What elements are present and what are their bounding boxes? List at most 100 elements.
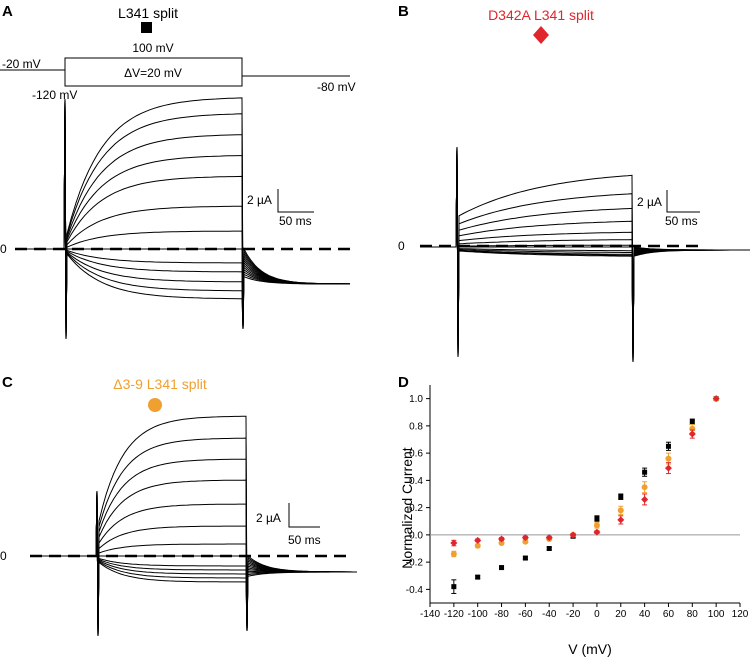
data-point-square: [689, 419, 695, 425]
data-point-circle: [617, 507, 624, 514]
y-tick-label: 0.2: [409, 503, 423, 514]
diamond-marker-icon: [533, 26, 549, 44]
scale-current-a: 2 µA: [247, 193, 272, 207]
panel-letter-c: C: [2, 374, 13, 391]
protocol-hold-label: -20 mV: [2, 57, 41, 71]
x-tick-label: 40: [639, 609, 651, 620]
panel-a-title: L341 split: [118, 5, 178, 21]
circle-marker-icon: [148, 398, 162, 412]
y-tick-label: 1.0: [409, 394, 423, 405]
square-marker-icon: [141, 22, 152, 33]
data-point-square: [499, 565, 505, 571]
data-point-circle: [498, 540, 505, 547]
panel-letter-b: B: [398, 3, 409, 20]
protocol-top-label: 100 mV: [132, 41, 173, 55]
data-point-circle: [665, 455, 672, 462]
x-tick-label: 100: [708, 609, 725, 620]
data-point-circle: [641, 484, 648, 491]
scale-current-b: 2 µA: [637, 195, 662, 209]
x-tick-label: -80: [494, 609, 509, 620]
data-point-diamond: [545, 534, 553, 542]
data-point-diamond: [498, 535, 506, 543]
current-trace: [30, 490, 357, 637]
data-point-square: [642, 469, 648, 475]
current-trace: [30, 490, 357, 637]
y-tick-label: -0.2: [406, 558, 424, 569]
current-traces-c: [30, 415, 357, 637]
panel-c: C Δ3-9 L341 split 0 2 µA 50 ms: [0, 374, 357, 637]
current-trace: [30, 490, 357, 637]
scale-time-a: 50 ms: [279, 214, 312, 228]
panel-d: D -140 -120 -100 -80 -60 -40 -20 0 20 40 60 80 100 12…: [398, 374, 749, 657]
x-tick-label: -20: [566, 609, 581, 620]
scale-bar-a: 2 µA 50 ms: [247, 189, 314, 228]
voltage-protocol: -20 mV 100 mV ΔV=20 mV -120 mV -80 mV: [0, 41, 356, 102]
panel-letter-a: A: [2, 3, 13, 20]
data-point-diamond: [450, 539, 458, 547]
data-point-diamond: [641, 495, 649, 503]
data-point-square: [546, 546, 552, 551]
data-point-diamond: [521, 534, 529, 542]
scale-time-b: 50 ms: [665, 214, 698, 228]
iv-chart: -140 -120 -100 -80 -60 -40 -20 0 20 40 60 80 100 120 -…: [406, 385, 749, 620]
x-tick-label: -60: [518, 609, 533, 620]
scale-bar-b: 2 µA 50 ms: [637, 190, 700, 228]
protocol-step-label: ΔV=20 mV: [124, 66, 182, 80]
data-point-diamond: [664, 464, 672, 472]
data-point-square: [475, 574, 481, 580]
scale-bar-c: 2 µA 50 ms: [256, 503, 321, 547]
x-tick-label: -40: [542, 609, 557, 620]
x-tick-label: 80: [687, 609, 699, 620]
current-trace: [30, 490, 357, 637]
current-trace: [30, 490, 357, 637]
y-tick-label: 0.8: [409, 421, 423, 432]
x-tick-label: 60: [663, 609, 675, 620]
zero-label-b: 0: [398, 239, 405, 253]
data-point-diamond: [474, 536, 482, 544]
x-tick-label: -100: [468, 609, 488, 620]
protocol-bottom-label: -120 mV: [32, 88, 77, 102]
data-point-circle: [450, 550, 457, 557]
panel-a: A L341 split -20 mV 100 mV ΔV=20 mV -120…: [0, 3, 356, 340]
data-point-square: [522, 555, 528, 561]
panel-b-title: D342A L341 split: [488, 7, 594, 23]
panel-c-title: Δ3-9 L341 split: [113, 376, 207, 392]
current-trace: [15, 98, 350, 340]
current-traces-b: [420, 146, 750, 363]
zero-label-a: 0: [0, 242, 7, 256]
current-trace: [30, 479, 357, 637]
data-point-square: [594, 516, 600, 522]
y-tick-label: 0.0: [409, 530, 423, 541]
x-tick-label: -120: [444, 609, 464, 620]
current-trace: [30, 490, 357, 637]
data-point-circle: [593, 522, 600, 529]
zero-label-c: 0: [0, 549, 7, 563]
current-trace: [30, 458, 357, 637]
data-point-circle: [522, 538, 529, 545]
data-point-diamond: [569, 531, 577, 539]
scale-current-c: 2 µA: [256, 511, 281, 525]
x-axis-label: V (mV): [568, 641, 612, 657]
y-tick-label: -0.4: [406, 585, 424, 596]
data-point-diamond: [617, 516, 625, 524]
y-tick-label: 0.4: [409, 476, 423, 487]
data-point-square: [618, 494, 624, 500]
protocol-tail-label: -80 mV: [317, 80, 356, 94]
panel-b: B D342A L341 split 0 2 µA 50 ms: [398, 3, 750, 363]
x-tick-label: 0: [594, 609, 600, 620]
y-axis-label: Normalized Current: [399, 447, 415, 568]
data-point-square: [665, 443, 671, 449]
current-trace: [30, 490, 357, 637]
current-trace: [30, 490, 357, 637]
x-tick-label: 20: [615, 609, 627, 620]
data-point-diamond: [593, 528, 601, 536]
data-point-square: [451, 584, 457, 590]
panel-letter-d: D: [398, 374, 409, 391]
x-tick-label: 120: [732, 609, 749, 620]
x-tick-label: -140: [420, 609, 440, 620]
current-trace: [30, 490, 357, 637]
data-point-diamond: [712, 395, 720, 403]
current-trace: [420, 146, 750, 363]
y-tick-label: 0.6: [409, 449, 423, 460]
